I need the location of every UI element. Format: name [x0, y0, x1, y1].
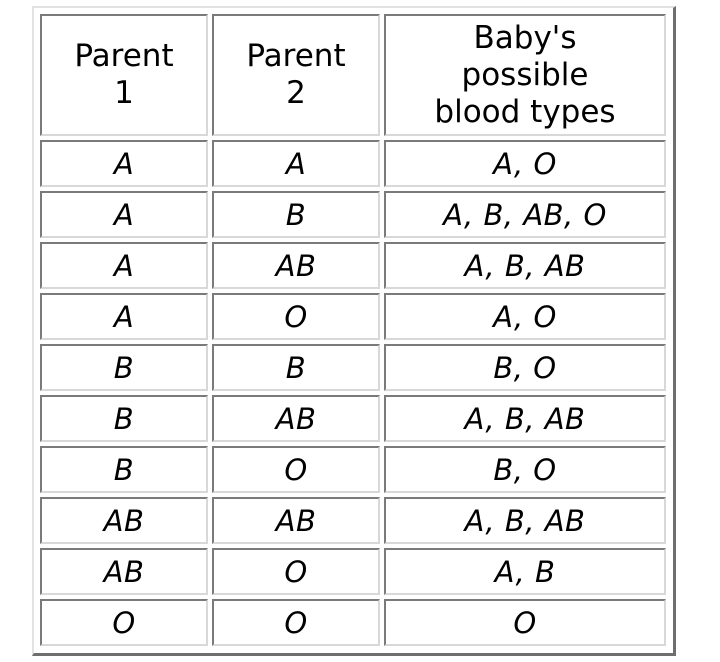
cell-baby-types: B, O: [384, 446, 666, 493]
cell-baby-types: A, B, AB: [384, 395, 666, 442]
table-row: AB AB A, B, AB: [40, 497, 666, 544]
cell-baby-types: A, B, AB: [384, 497, 666, 544]
cell-parent-2: O: [212, 599, 380, 646]
table-row: O O O: [40, 599, 666, 646]
table-row: B O B, O: [40, 446, 666, 493]
cell-parent-1: A: [40, 140, 208, 187]
header-baby-blood-types: Baby's possible blood types: [384, 14, 666, 136]
header-baby-line-3: blood types: [434, 93, 616, 130]
cell-parent-1: AB: [40, 548, 208, 595]
cell-parent-2: AB: [212, 395, 380, 442]
cell-parent-2: AB: [212, 242, 380, 289]
header-baby-line-1: Baby's: [473, 19, 577, 56]
blood-type-table-frame: Parent 1 Parent 2 Baby's possible blood …: [32, 6, 676, 656]
cell-parent-1: A: [40, 242, 208, 289]
cell-parent-1: A: [40, 293, 208, 340]
cell-parent-2: AB: [212, 497, 380, 544]
header-parent-2-line-1: Parent: [246, 38, 346, 74]
header-parent-1: Parent 1: [40, 14, 208, 136]
cell-baby-types: A, B: [384, 548, 666, 595]
cell-parent-1: O: [40, 599, 208, 646]
cell-parent-2: O: [212, 446, 380, 493]
table-row: AB O A, B: [40, 548, 666, 595]
cell-baby-types: A, O: [384, 293, 666, 340]
blood-type-table: Parent 1 Parent 2 Baby's possible blood …: [36, 10, 670, 650]
cell-parent-2: B: [212, 191, 380, 238]
cell-parent-1: A: [40, 191, 208, 238]
cell-parent-2: A: [212, 140, 380, 187]
cell-parent-2: O: [212, 293, 380, 340]
cell-parent-1: B: [40, 395, 208, 442]
table-row: B AB A, B, AB: [40, 395, 666, 442]
cell-baby-types: B, O: [384, 344, 666, 391]
cell-parent-1: B: [40, 344, 208, 391]
cell-baby-types: A, O: [384, 140, 666, 187]
cell-parent-2: O: [212, 548, 380, 595]
table-row: A AB A, B, AB: [40, 242, 666, 289]
header-parent-2: Parent 2: [212, 14, 380, 136]
header-parent-1-line-1: Parent: [74, 38, 174, 74]
header-baby-line-2: possible: [461, 56, 589, 93]
header-parent-1-line-2: 1: [114, 75, 134, 111]
cell-baby-types: A, B, AB: [384, 242, 666, 289]
cell-baby-types: O: [384, 599, 666, 646]
table-row: A A A, O: [40, 140, 666, 187]
cell-parent-2: B: [212, 344, 380, 391]
cell-baby-types: A, B, AB, O: [384, 191, 666, 238]
table-row: B B B, O: [40, 344, 666, 391]
table-row: A O A, O: [40, 293, 666, 340]
cell-parent-1: AB: [40, 497, 208, 544]
table-row: A B A, B, AB, O: [40, 191, 666, 238]
header-parent-2-line-2: 2: [286, 75, 306, 111]
header-row: Parent 1 Parent 2 Baby's possible blood …: [40, 14, 666, 136]
cell-parent-1: B: [40, 446, 208, 493]
